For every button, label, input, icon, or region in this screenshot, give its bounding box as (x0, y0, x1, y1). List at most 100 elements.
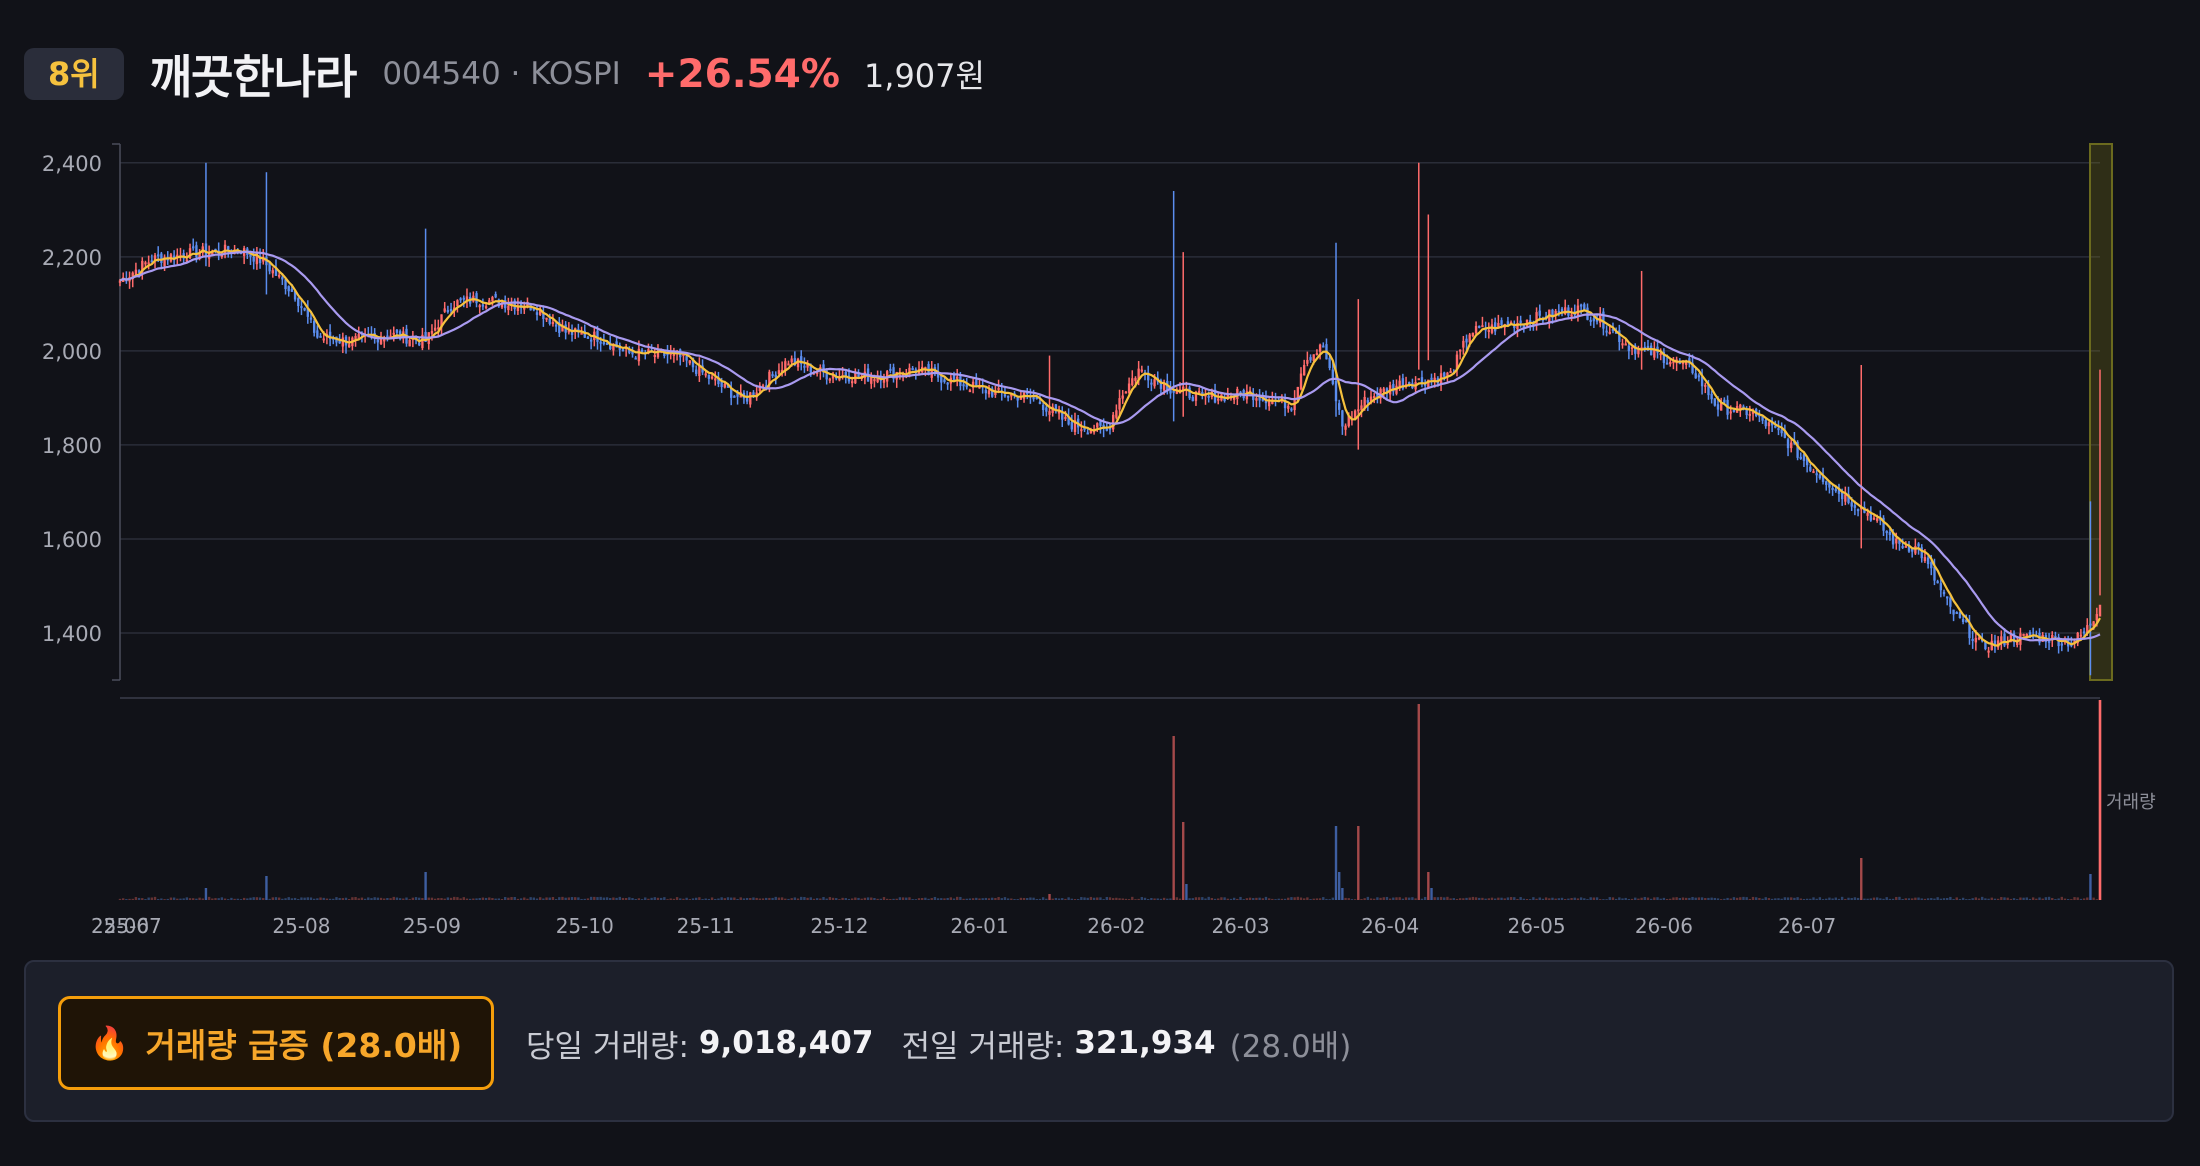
candle-body (1764, 420, 1767, 427)
volume-bar (1557, 898, 1561, 900)
candle-body (1191, 396, 1194, 402)
candle-body (1812, 471, 1815, 474)
volume-bar (1099, 897, 1102, 900)
volume-bar (1821, 899, 1825, 900)
candle-body (1805, 457, 1809, 466)
candle-body (1939, 583, 1943, 591)
candle-body (1630, 347, 1634, 350)
volume-bar (157, 898, 160, 900)
candle-body (908, 367, 911, 375)
candle-body (551, 321, 555, 324)
candle-body (338, 339, 341, 344)
candle-body (1777, 428, 1780, 431)
candle-body (1194, 391, 1198, 401)
candle-body (293, 291, 297, 300)
candle-body (1589, 319, 1592, 322)
candle-body (1602, 311, 1605, 329)
volume-bar (421, 898, 424, 900)
volume-bar (1802, 898, 1806, 900)
volume-bar (131, 898, 134, 900)
candle-body (1869, 511, 1872, 521)
candle-body (1608, 331, 1611, 334)
candle-body (1493, 322, 1497, 332)
candle-body (2047, 640, 2051, 643)
candle-body (440, 314, 443, 328)
volume-bar (1770, 898, 1774, 900)
volume-bar (819, 898, 822, 900)
candle-body (752, 392, 755, 396)
volume-bar (1630, 898, 1634, 900)
volume-bar (1595, 897, 1599, 900)
candle-body (1516, 322, 1519, 330)
candle-body (1977, 637, 1981, 640)
candle-body (1064, 416, 1067, 419)
candle-body (1363, 396, 1366, 409)
candle-body (803, 365, 806, 368)
volume-bar (698, 897, 701, 900)
volume-bar (2003, 897, 2006, 900)
volume-bar (771, 897, 774, 900)
candle-body (2076, 632, 2079, 644)
candle-body (316, 330, 319, 338)
candle-body (806, 363, 809, 368)
volume-bar (570, 897, 574, 900)
volume-bar (1758, 897, 1761, 900)
volume-bar (685, 897, 688, 900)
volume-bar (1704, 898, 1707, 900)
candle-body (535, 312, 539, 315)
candle-body (694, 369, 698, 374)
candle-body (1767, 422, 1771, 427)
candle-body (1283, 400, 1287, 409)
volume-bar (1019, 897, 1023, 900)
volume-bar (1436, 897, 1440, 900)
volume-bar (1853, 897, 1857, 900)
volume-bar (2057, 898, 2060, 900)
volume-bar (125, 899, 128, 900)
volume-bar (879, 898, 882, 900)
candle-body (1369, 396, 1373, 402)
candle-body (1914, 546, 1917, 554)
candle-body (1099, 420, 1102, 426)
volume-bar (800, 896, 803, 900)
volume-bar (1681, 897, 1685, 900)
candle-body (379, 338, 383, 345)
volume-bar (704, 898, 707, 900)
candle-body (1646, 345, 1650, 348)
candle-body (1691, 362, 1694, 373)
candle-body (1818, 474, 1822, 479)
candle-body (1226, 393, 1229, 399)
candle-body (1111, 414, 1115, 430)
volume-bar (615, 897, 618, 900)
volume-bar (765, 897, 768, 900)
volume-bar (1786, 897, 1790, 900)
candle-body (828, 378, 832, 381)
volume-bar (1398, 897, 1401, 900)
candle-body (1990, 640, 1993, 651)
volume-bar (1541, 898, 1545, 900)
volume-bar (1306, 897, 1309, 900)
candle-body (1162, 383, 1166, 391)
volume-bar (1051, 898, 1054, 900)
candle-body (1073, 420, 1077, 432)
volume-bar (1923, 898, 1927, 900)
volume-bar (838, 899, 841, 900)
candle-body (1713, 398, 1717, 406)
candle-body (1201, 392, 1204, 395)
volume-bar (1936, 897, 1939, 900)
candle-body (1006, 395, 1010, 398)
candle-body (745, 398, 749, 402)
candle-body (1401, 378, 1405, 389)
y-tick-label: 1,400 (42, 622, 102, 646)
volume-bar (1385, 896, 1389, 900)
candle-body (825, 370, 828, 380)
volume-bar (535, 898, 539, 900)
volume-bar (1812, 897, 1815, 900)
y-tick-label: 2,000 (42, 340, 102, 364)
volume-bar (1255, 897, 1258, 900)
volume-bar (287, 897, 290, 900)
volume-surge-badge[interactable]: 🔥 거래량 급증 (28.0배) (58, 996, 494, 1090)
volume-bar (472, 898, 475, 900)
volume-bar (1525, 899, 1529, 900)
volume-bar (297, 898, 300, 900)
volume-bar (1672, 897, 1675, 900)
